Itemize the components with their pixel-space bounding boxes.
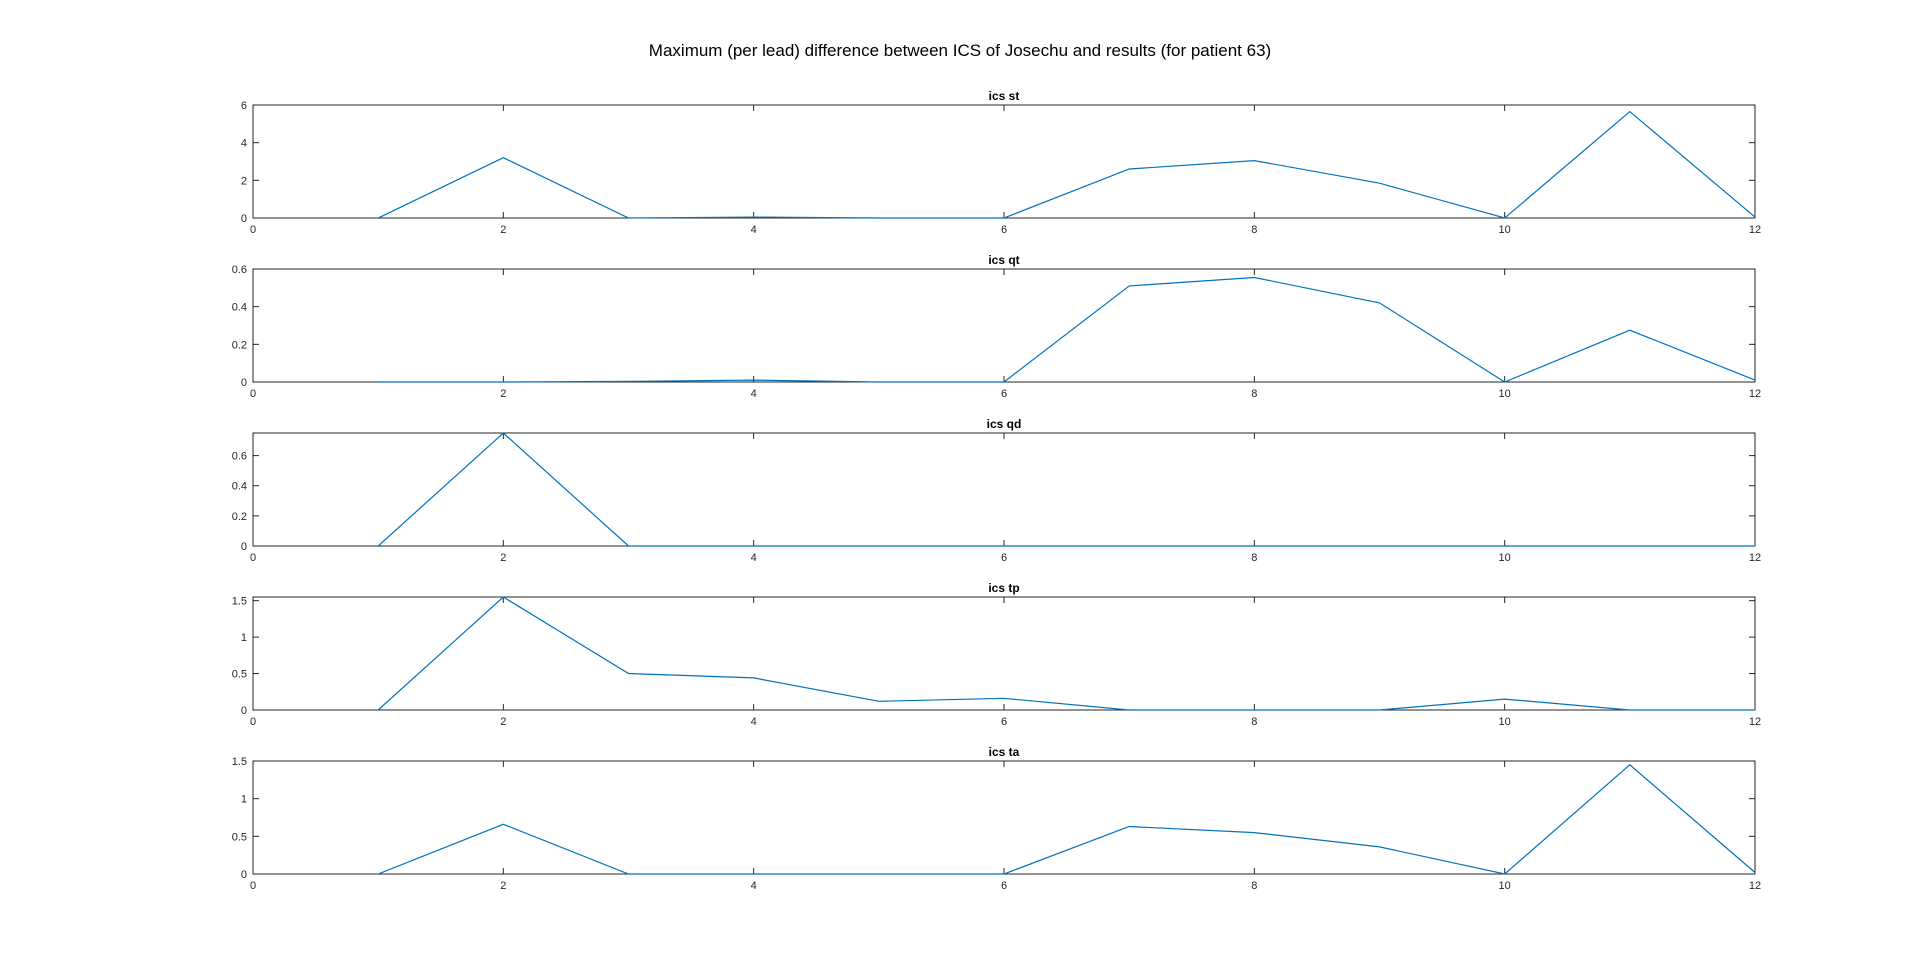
x-tick-label: 8	[1251, 388, 1257, 400]
axes-box	[252, 104, 1756, 219]
x-tick-label: 4	[751, 388, 757, 400]
x-tick-label: 6	[1001, 552, 1007, 564]
x-tick-label: 8	[1251, 224, 1257, 236]
x-tick-label: 0	[250, 224, 256, 236]
axes-box	[252, 596, 1756, 711]
figure-title: Maximum (per lead) difference between IC…	[649, 41, 1271, 60]
axes-box	[252, 760, 1756, 875]
y-tick-label: 0	[241, 705, 247, 717]
series-line	[377, 432, 1755, 547]
subplot-3: ics qd 0 2 4 6 8 10 12 0 0.2 0.4 0.6	[232, 417, 1761, 564]
x-tick-label: 10	[1499, 552, 1511, 564]
subplot-1: ics st 0 2 4 6 8 10 12 0 2 4 6	[241, 89, 1761, 236]
x-tick-label: 4	[751, 224, 757, 236]
y-tick-label: 0.2	[232, 511, 247, 523]
subplot-2: ics qt 0 2 4 6 8 10 12 0 0.2 0.4 0.6	[232, 253, 1761, 400]
x-tick-label: 6	[1001, 880, 1007, 892]
y-tick-label: 0.5	[232, 669, 247, 681]
subplot-title: ics st	[989, 89, 1020, 103]
x-tick-label: 2	[500, 388, 506, 400]
y-tick-label: 0	[241, 541, 247, 553]
subplot-4: ics tp 0 2 4 6 8 10 12 0 0.5 1 1.5	[232, 581, 1761, 728]
series-line	[378, 276, 1756, 383]
x-tick-label: 0	[250, 716, 256, 728]
y-tick-label: 2	[241, 175, 247, 187]
x-tick-label: 0	[250, 388, 256, 400]
x-tick-label: 8	[1251, 716, 1257, 728]
x-tick-label: 4	[751, 880, 757, 892]
y-tick-label: 0.5	[232, 831, 247, 843]
series-line	[377, 596, 1755, 711]
y-tick-label: 1.5	[232, 756, 247, 768]
x-tick-label: 0	[250, 880, 256, 892]
x-tick-label: 2	[500, 224, 506, 236]
x-tick-label: 12	[1749, 716, 1761, 728]
x-tick-label: 12	[1749, 880, 1761, 892]
series-line	[377, 110, 1756, 219]
x-tick-label: 2	[500, 716, 506, 728]
y-tick-label: 0.6	[232, 264, 247, 276]
x-tick-label: 6	[1001, 224, 1007, 236]
x-tick-label: 10	[1499, 880, 1511, 892]
x-tick-label: 2	[500, 552, 506, 564]
y-tick-label: 1.5	[232, 596, 247, 608]
y-tick-label: 1	[241, 632, 247, 644]
series-line	[377, 764, 1756, 875]
y-tick-label: 1	[241, 794, 247, 806]
x-tick-label: 4	[751, 716, 757, 728]
x-tick-label: 10	[1499, 224, 1511, 236]
x-tick-label: 8	[1251, 880, 1257, 892]
y-tick-label: 0.2	[232, 339, 247, 351]
x-tick-label: 12	[1749, 224, 1761, 236]
y-tick-label: 0.6	[232, 451, 247, 463]
x-tick-label: 2	[500, 880, 506, 892]
y-tick-label: 6	[241, 100, 247, 112]
y-tick-label: 4	[241, 138, 247, 150]
y-tick-label: 0	[241, 869, 247, 881]
subplot-title: ics ta	[989, 745, 1020, 759]
y-tick-label: 0	[241, 213, 247, 225]
subplot-title: ics qt	[988, 253, 1019, 267]
x-tick-label: 10	[1499, 388, 1511, 400]
x-tick-label: 0	[250, 552, 256, 564]
x-tick-label: 10	[1499, 716, 1511, 728]
x-tick-label: 4	[751, 552, 757, 564]
subplot-title: ics qd	[987, 417, 1022, 431]
x-tick-label: 12	[1749, 388, 1761, 400]
y-tick-label: 0	[241, 377, 247, 389]
x-tick-label: 8	[1251, 552, 1257, 564]
x-tick-label: 6	[1001, 388, 1007, 400]
subplot-5: ics ta 0 2 4 6 8 10 12 0 0.5 1 1.5	[232, 745, 1761, 892]
y-tick-label: 0.4	[232, 481, 247, 493]
x-tick-label: 6	[1001, 716, 1007, 728]
x-tick-label: 12	[1749, 552, 1761, 564]
axes-box	[252, 268, 1756, 383]
y-tick-label: 0.4	[232, 302, 247, 314]
axes-box	[252, 432, 1756, 547]
subplot-title: ics tp	[988, 581, 1019, 595]
